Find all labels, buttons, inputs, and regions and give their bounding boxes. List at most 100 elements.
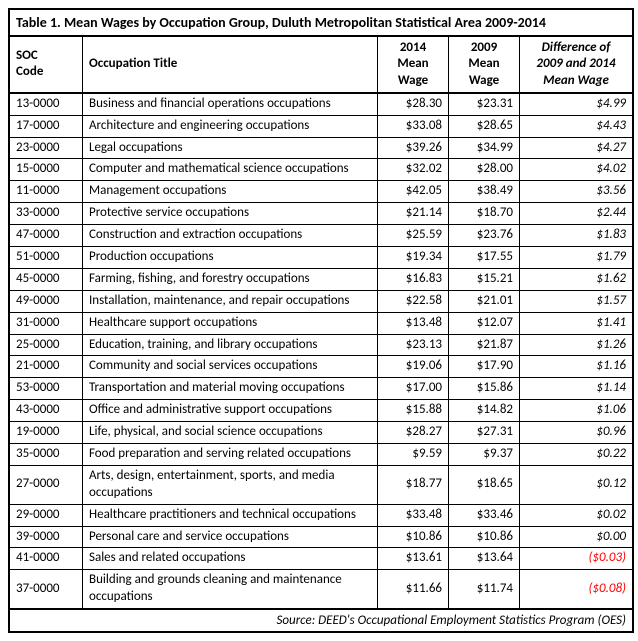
cell-w2009: $21.01 xyxy=(449,290,520,312)
cell-w2014: $28.30 xyxy=(378,93,449,115)
cell-soc: 19-0000 xyxy=(10,422,83,444)
cell-occ: Architecture and engineering occupations xyxy=(83,115,378,137)
cell-diff: ($0.08) xyxy=(520,570,633,609)
table-row: 27-0000Arts, design, entertainment, spor… xyxy=(10,465,632,504)
table-row: 29-0000Healthcare practitioners and tech… xyxy=(10,504,632,526)
cell-diff: $4.27 xyxy=(520,137,633,159)
cell-w2014: $32.02 xyxy=(378,159,449,181)
cell-diff: $1.62 xyxy=(520,268,633,290)
col-header-diff: Difference of2009 and 2014Mean Wage xyxy=(520,37,633,93)
cell-w2009: $13.64 xyxy=(449,548,520,570)
cell-soc: 43-0000 xyxy=(10,400,83,422)
cell-soc: 11-0000 xyxy=(10,181,83,203)
cell-w2009: $10.86 xyxy=(449,526,520,548)
cell-occ: Farming, fishing, and forestry occupatio… xyxy=(83,268,378,290)
table-row: 17-0000Architecture and engineering occu… xyxy=(10,115,632,137)
cell-diff: $1.26 xyxy=(520,334,633,356)
cell-occ: Business and financial operations occupa… xyxy=(83,93,378,115)
table-row: 49-0000Installation, maintenance, and re… xyxy=(10,290,632,312)
cell-occ: Office and administrative support occupa… xyxy=(83,400,378,422)
cell-w2014: $10.86 xyxy=(378,526,449,548)
cell-w2014: $33.08 xyxy=(378,115,449,137)
cell-w2014: $13.48 xyxy=(378,312,449,334)
cell-w2014: $39.26 xyxy=(378,137,449,159)
cell-soc: 39-0000 xyxy=(10,526,83,548)
header-row: SOCCode Occupation Title 2014MeanWage 20… xyxy=(10,37,632,93)
table-row: 47-0000Construction and extraction occup… xyxy=(10,225,632,247)
col-header-occ: Occupation Title xyxy=(83,37,378,93)
cell-w2009: $23.76 xyxy=(449,225,520,247)
cell-diff: $0.12 xyxy=(520,465,633,504)
cell-w2009: $28.00 xyxy=(449,159,520,181)
cell-w2014: $33.48 xyxy=(378,504,449,526)
col-header-2014: 2014MeanWage xyxy=(378,37,449,93)
cell-soc: 33-0000 xyxy=(10,203,83,225)
cell-soc: 17-0000 xyxy=(10,115,83,137)
cell-diff: $0.22 xyxy=(520,444,633,466)
table-row: 31-0000Healthcare support occupations$13… xyxy=(10,312,632,334)
table-container: Table 1. Mean Wages by Occupation Group,… xyxy=(8,8,634,633)
cell-w2009: $27.31 xyxy=(449,422,520,444)
table-row: 43-0000Office and administrative support… xyxy=(10,400,632,422)
cell-occ: Healthcare practitioners and technical o… xyxy=(83,504,378,526)
cell-diff: $1.79 xyxy=(520,246,633,268)
cell-w2014: $42.05 xyxy=(378,181,449,203)
table-row: 25-0000Education, training, and library … xyxy=(10,334,632,356)
cell-soc: 31-0000 xyxy=(10,312,83,334)
cell-soc: 23-0000 xyxy=(10,137,83,159)
cell-occ: Building and grounds cleaning and mainte… xyxy=(83,570,378,609)
cell-occ: Construction and extraction occupations xyxy=(83,225,378,247)
cell-soc: 21-0000 xyxy=(10,356,83,378)
cell-occ: Life, physical, and social science occup… xyxy=(83,422,378,444)
cell-w2014: $11.66 xyxy=(378,570,449,609)
table-row: 51-0000Production occupations$19.34$17.5… xyxy=(10,246,632,268)
cell-w2009: $34.99 xyxy=(449,137,520,159)
cell-occ: Protective service occupations xyxy=(83,203,378,225)
cell-occ: Healthcare support occupations xyxy=(83,312,378,334)
cell-soc: 41-0000 xyxy=(10,548,83,570)
cell-diff: $1.14 xyxy=(520,378,633,400)
cell-w2014: $16.83 xyxy=(378,268,449,290)
table-row: 41-0000Sales and related occupations$13.… xyxy=(10,548,632,570)
table-row: 39-0000Personal care and service occupat… xyxy=(10,526,632,548)
cell-diff: $4.43 xyxy=(520,115,633,137)
cell-soc: 47-0000 xyxy=(10,225,83,247)
cell-soc: 29-0000 xyxy=(10,504,83,526)
cell-w2009: $12.07 xyxy=(449,312,520,334)
table-row: 37-0000Building and grounds cleaning and… xyxy=(10,570,632,609)
cell-soc: 27-0000 xyxy=(10,465,83,504)
table-row: 21-0000Community and social services occ… xyxy=(10,356,632,378)
cell-w2009: $17.90 xyxy=(449,356,520,378)
cell-soc: 51-0000 xyxy=(10,246,83,268)
cell-diff: $0.00 xyxy=(520,526,633,548)
cell-diff: $3.56 xyxy=(520,181,633,203)
cell-w2009: $38.49 xyxy=(449,181,520,203)
cell-occ: Transportation and material moving occup… xyxy=(83,378,378,400)
cell-diff: $4.02 xyxy=(520,159,633,181)
cell-w2014: $9.59 xyxy=(378,444,449,466)
table-title: Table 1. Mean Wages by Occupation Group,… xyxy=(10,10,632,37)
cell-soc: 37-0000 xyxy=(10,570,83,609)
cell-soc: 25-0000 xyxy=(10,334,83,356)
cell-diff: $0.96 xyxy=(520,422,633,444)
table-row: 15-0000Computer and mathematical science… xyxy=(10,159,632,181)
cell-soc: 15-0000 xyxy=(10,159,83,181)
wage-table: SOCCode Occupation Title 2014MeanWage 20… xyxy=(10,37,632,610)
cell-soc: 13-0000 xyxy=(10,93,83,115)
cell-diff: $1.16 xyxy=(520,356,633,378)
cell-occ: Food preparation and serving related occ… xyxy=(83,444,378,466)
cell-w2014: $19.06 xyxy=(378,356,449,378)
table-row: 13-0000Business and financial operations… xyxy=(10,93,632,115)
col-header-soc: SOCCode xyxy=(10,37,83,93)
cell-occ: Production occupations xyxy=(83,246,378,268)
cell-w2014: $25.59 xyxy=(378,225,449,247)
cell-diff: ($0.03) xyxy=(520,548,633,570)
cell-w2009: $33.46 xyxy=(449,504,520,526)
cell-soc: 49-0000 xyxy=(10,290,83,312)
cell-w2014: $21.14 xyxy=(378,203,449,225)
cell-w2009: $15.21 xyxy=(449,268,520,290)
cell-occ: Legal occupations xyxy=(83,137,378,159)
table-row: 45-0000Farming, fishing, and forestry oc… xyxy=(10,268,632,290)
table-row: 23-0000Legal occupations$39.26$34.99$4.2… xyxy=(10,137,632,159)
cell-w2009: $21.87 xyxy=(449,334,520,356)
